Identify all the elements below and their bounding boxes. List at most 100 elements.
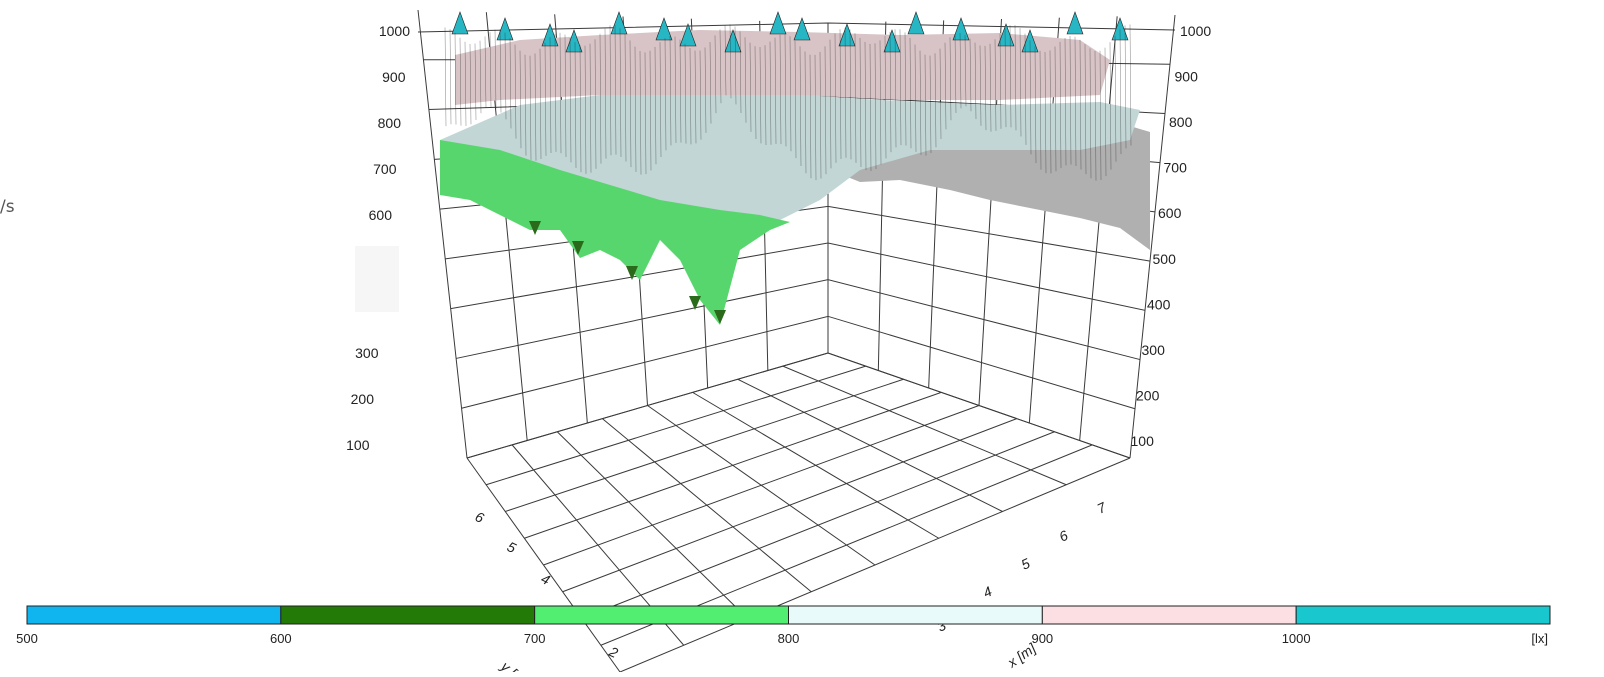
z-tick-label-left: 900: [382, 69, 406, 85]
hatch-line: [629, 40, 632, 168]
hatch-line: [824, 46, 827, 175]
surface-deep-tip: [529, 221, 541, 235]
x-tick-label: 7: [1095, 498, 1110, 516]
z-tick-label-right: 200: [1136, 387, 1160, 403]
hatch-line: [534, 53, 537, 161]
hatch-line: [469, 43, 472, 125]
hatch-line: [689, 47, 692, 145]
hatch-line: [694, 50, 697, 144]
surface-low-band: [440, 140, 790, 325]
z-tick-label-left: 700: [373, 161, 397, 177]
surface-peak: [952, 17, 970, 41]
hatch-line: [1069, 36, 1072, 165]
surface-deep-tip: [626, 266, 638, 280]
hatch-line: [919, 50, 922, 155]
floor-gridline: [827, 352, 1131, 459]
hatch-line: [994, 39, 997, 131]
surface-deep-tip: [689, 296, 701, 310]
left-wall-vertical: [417, 9, 468, 459]
hatch-line: [774, 37, 777, 144]
hatch-line: [879, 40, 882, 165]
hatch-line: [859, 37, 862, 167]
z-tick-label-left: 800: [378, 115, 402, 131]
hatch-line: [1039, 50, 1042, 170]
hatch-line: [839, 29, 842, 159]
hatch-line: [894, 29, 897, 148]
hatch-line: [559, 32, 562, 154]
hatch-line: [714, 35, 717, 114]
hatch-line: [854, 33, 857, 163]
hatch-line: [579, 45, 582, 173]
color-scale-tick: 700: [524, 631, 546, 646]
color-scale-tick: 600: [270, 631, 292, 646]
hatch-line: [954, 33, 957, 113]
floor-gridline: [562, 418, 1017, 593]
hatch-line: [864, 41, 867, 171]
floor-gridline: [543, 405, 980, 566]
hatch-line: [904, 32, 907, 146]
surface-deep-tip: [572, 241, 584, 255]
hatch-line: [749, 42, 752, 132]
z-tick-label-right: 1000: [1180, 23, 1211, 39]
z-tick-label-right: 300: [1142, 342, 1166, 358]
hatch-line: [989, 43, 992, 132]
hatch-line: [969, 38, 972, 112]
color-scale-band: [1295, 605, 1551, 625]
hatch-line: [584, 45, 587, 174]
hatch-line: [679, 39, 682, 143]
hatch-line: [1064, 37, 1067, 166]
hatch-line: [704, 47, 707, 133]
surface-peak: [769, 11, 787, 35]
hatch-line: [619, 28, 622, 157]
hatch-line: [649, 50, 652, 171]
hatch-line: [464, 41, 467, 126]
hatch-line: [504, 32, 507, 120]
hatch-line: [884, 36, 887, 159]
hatch-line: [784, 34, 787, 147]
hatch-line: [1094, 50, 1097, 181]
z-tick-label-left: 100: [346, 437, 370, 453]
hatch-line: [834, 33, 837, 163]
faint-overlay-box: [355, 246, 399, 312]
hatch-line: [934, 53, 937, 148]
hatch-line: [739, 31, 742, 114]
hatch-line: [909, 37, 912, 149]
hatch-line: [449, 29, 452, 125]
hatch-line: [604, 28, 607, 159]
hatch-line: [1074, 36, 1077, 166]
hatch-line: [1004, 28, 1007, 128]
hatch-line: [1044, 52, 1047, 174]
hatch-line: [819, 51, 822, 179]
left-edge-text-fragment: /s: [0, 197, 15, 217]
hatch-line: [514, 44, 517, 139]
hatch-line: [644, 52, 647, 175]
hatch-line: [654, 46, 657, 165]
hatch-line: [459, 37, 462, 126]
hatch-line: [634, 46, 637, 172]
hatch-line: [899, 29, 902, 146]
hatch-line: [974, 42, 977, 120]
hatch-line: [519, 50, 522, 149]
hatch-line: [599, 33, 602, 164]
z-tick-label-right: 500: [1153, 251, 1177, 267]
y-tick-label: 5: [505, 538, 519, 556]
surface-peak: [838, 23, 856, 47]
surface-peak: [883, 29, 901, 53]
hatch-line: [789, 36, 792, 152]
z-tick-label-right: 100: [1131, 433, 1155, 449]
color-scale-band: [26, 605, 282, 625]
hatch-line: [999, 33, 1002, 129]
hatch-line: [1104, 47, 1107, 177]
surface-peak: [451, 11, 469, 35]
hatch-line: [984, 45, 987, 131]
hatch-line: [1109, 42, 1112, 170]
floor-gridline: [782, 365, 1067, 486]
hatch-line: [529, 55, 532, 160]
hatch-line: [1024, 33, 1027, 145]
hatch-line: [844, 27, 847, 158]
hatch-line: [1009, 25, 1012, 128]
hatch-line: [709, 42, 712, 124]
right-wall-vertical: [1079, 16, 1118, 441]
floor-gridline: [581, 431, 1055, 619]
hatch-line: [924, 54, 927, 156]
